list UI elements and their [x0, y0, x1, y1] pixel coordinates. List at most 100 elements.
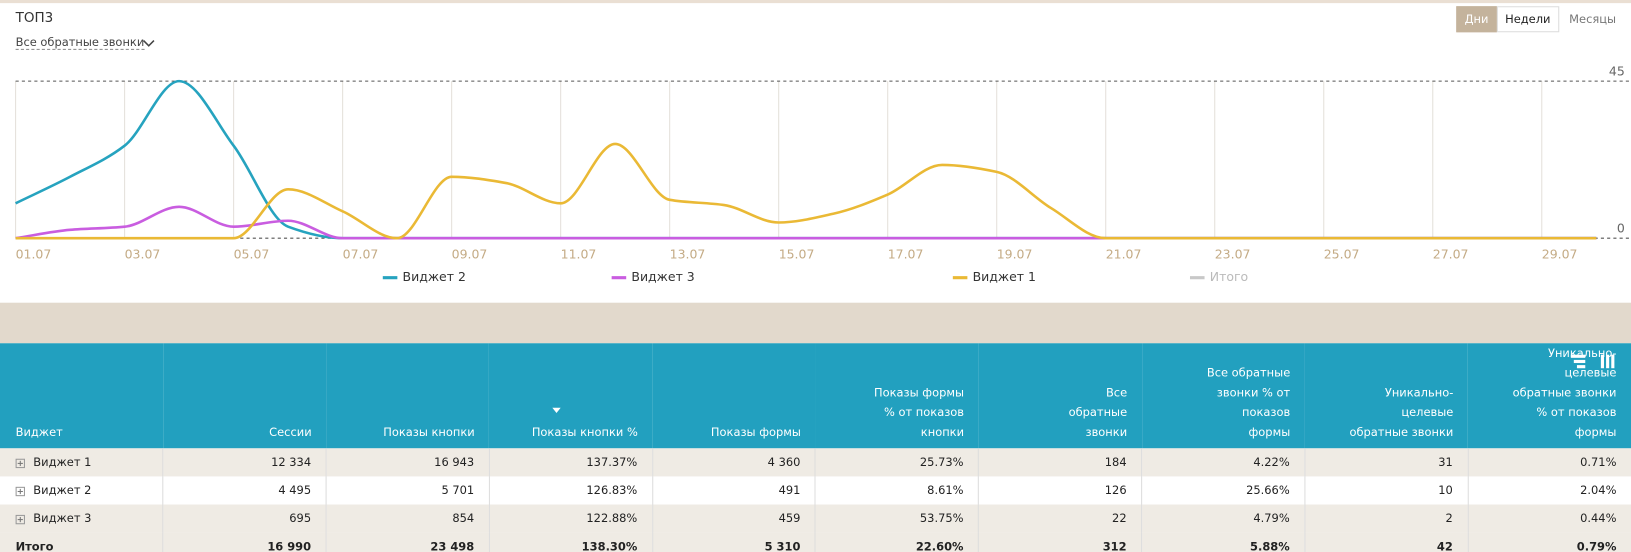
cell: 5.88%: [1141, 532, 1305, 552]
x-tick-label: 15.07: [779, 246, 815, 261]
x-tick-label: 27.07: [1433, 246, 1469, 261]
data-table: Виджет Сессии Показы кнопки Показы кнопки %…: [0, 343, 1631, 552]
cell: 137.37%: [488, 448, 653, 477]
table-row: Виджет 1 12 334 16 943 137.37% 4 360 25.73% 18…: [0, 448, 1631, 477]
header-row: Виджет Сессии Показы кнопки Показы кнопки %…: [0, 343, 1631, 449]
table-row: Виджет 3 695 854 122.88% 459 53.75% 22 4.79% 2 0.…: [0, 504, 1631, 533]
cell-text: 10: [1438, 483, 1453, 498]
cell-text: 25.73%: [919, 455, 964, 470]
expand-icon[interactable]: [15, 458, 25, 468]
header-text: Показы кнопки: [383, 425, 475, 439]
title: ТОП3: [15, 10, 54, 27]
x-tick-label: 07.07: [343, 246, 379, 261]
sort-arrow: [552, 407, 561, 413]
cell: 0.44%: [1467, 504, 1631, 533]
cell-text: 459: [778, 511, 801, 526]
x-tick-label: 05.07: [234, 246, 270, 261]
table-tools[interactable]: [1570, 353, 1623, 372]
filter-dropdown[interactable]: Все обратные звонки: [15, 35, 145, 50]
column-header[interactable]: Сессии: [163, 343, 561, 448]
cell-text: 4.22%: [1253, 455, 1290, 470]
cell-text: 0.44%: [1580, 511, 1617, 526]
y-tick-label: 0: [1617, 220, 1625, 235]
cell: 22: [978, 504, 1142, 533]
cell-text: 4 360: [767, 455, 801, 470]
column-header[interactable]: Уникально-целевые обратные звонки % от п…: [1468, 343, 1631, 448]
header-text: Показы формы % от показов кнопки: [874, 385, 965, 439]
cell: 0.71%: [1467, 448, 1631, 477]
column-header[interactable]: Все обратные звонки: [979, 343, 1142, 448]
cell: 4.79%: [1141, 504, 1305, 533]
cell-text: 12 334: [271, 455, 312, 470]
cell: 5 310: [651, 532, 816, 552]
cell-text: 491: [778, 483, 801, 498]
legend-label: Виджет 1: [973, 269, 1036, 284]
cell-text: 4 495: [278, 483, 312, 498]
cell: 122.88%: [488, 504, 653, 533]
cell: 25.73%: [814, 448, 979, 477]
period-button[interactable]: Дни: [1456, 6, 1497, 33]
cell-text: Виджет 2: [33, 483, 92, 498]
cell: 42: [1304, 532, 1468, 552]
cell-text: 695: [289, 511, 312, 526]
cell-text: 126: [1104, 483, 1127, 498]
column-header[interactable]: Показы формы % от показов кнопки: [816, 343, 979, 448]
x-tick-label: 29.07: [1542, 246, 1578, 261]
column-header[interactable]: Показы кнопки %: [489, 343, 652, 448]
cell: 25.66%: [1141, 476, 1305, 505]
legend-label: Итого: [1210, 269, 1248, 284]
cell-text: 2: [1445, 511, 1453, 526]
expand-icon[interactable]: [15, 486, 25, 496]
x-tick-label: 21.07: [1106, 246, 1142, 261]
cell-text: 138.30%: [581, 539, 638, 552]
period-button[interactable]: Недели: [1496, 6, 1559, 33]
cell: Виджет 2: [0, 476, 163, 504]
cell: 16 990: [162, 532, 327, 552]
cell-text: 122.88%: [586, 511, 638, 526]
cell: 4.22%: [1141, 448, 1305, 477]
column-header[interactable]: Показы формы: [652, 343, 815, 448]
period-button[interactable]: Месяцы: [1569, 12, 1617, 27]
cell-text: 31: [1438, 455, 1453, 470]
cell-text: 312: [1102, 539, 1127, 552]
cell: Итого: [0, 533, 163, 552]
period-switch: Дни Недели Месяцы: [1456, 6, 1624, 33]
cell-text: 126.83%: [586, 483, 638, 498]
cell: 23 498: [325, 532, 490, 552]
expand-icon[interactable]: [15, 514, 25, 524]
x-tick-label: 01.07: [16, 246, 52, 261]
cell: 8.61%: [814, 476, 979, 505]
cell-text: Итого: [15, 539, 54, 552]
cell-text: 53.75%: [919, 511, 964, 526]
x-tick-label: 03.07: [125, 246, 161, 261]
cell: 10: [1304, 476, 1468, 505]
cell: 2: [1304, 504, 1468, 533]
legend-label: Виджет 2: [403, 269, 466, 284]
header-text: Виджет: [15, 425, 63, 439]
column-header[interactable]: Уникально-целевые обратные звонки: [1305, 343, 1468, 448]
cell-text: 2.04%: [1580, 483, 1617, 498]
cell: 491: [651, 476, 816, 505]
chevron[interactable]: [142, 38, 155, 48]
series-line: [15, 79, 1597, 240]
header-text: Показы формы: [710, 425, 801, 439]
x-tick-label: 17.07: [888, 246, 924, 261]
cell: 126: [978, 476, 1142, 505]
cell: 4 360: [651, 448, 816, 477]
cell: 16 943: [325, 448, 490, 477]
cell-text: 5.88%: [1250, 539, 1290, 552]
cell-text: 22: [1112, 511, 1127, 526]
cell-text: Виджет 1: [33, 455, 92, 470]
column-header[interactable]: Виджет: [0, 343, 163, 448]
table-row: Виджет 2 4 495 5 701 126.83% 491 8.61% 126 25.6…: [0, 476, 1631, 505]
cell-text: 16 943: [434, 455, 475, 470]
column-header[interactable]: Все обратные звонки % от показов формы: [1142, 343, 1305, 448]
column-header[interactable]: Показы кнопки: [326, 343, 489, 448]
cell: 53.75%: [814, 504, 979, 533]
series-line: [15, 142, 1597, 240]
cell: 22.60%: [814, 532, 979, 552]
cell-text: 23 498: [430, 539, 475, 552]
cell-text: 4.79%: [1253, 511, 1290, 526]
header-text: Показы кнопки %: [531, 425, 638, 439]
